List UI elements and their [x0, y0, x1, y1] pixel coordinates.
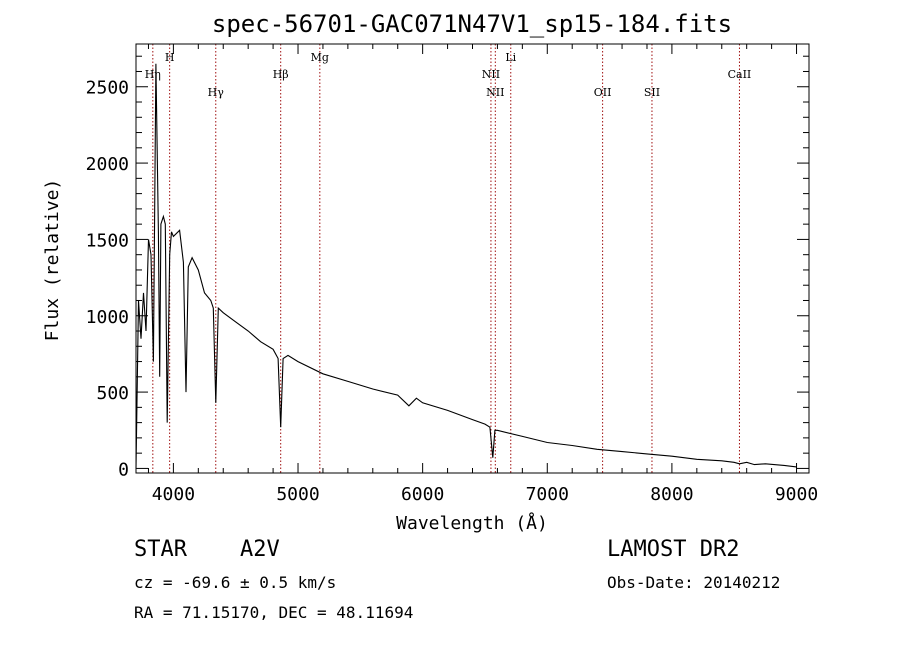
- y-axis: 0 500 1000 1500 2000 2500: [86, 55, 809, 480]
- line-marker-label: NII: [482, 68, 500, 81]
- line-marker-label: Hγ: [208, 86, 225, 99]
- line-marker-label: NII: [486, 86, 504, 99]
- line-marker-label: H: [165, 51, 175, 64]
- line-marker-label: SII: [644, 86, 660, 99]
- y-tick-label: 2000: [86, 154, 129, 175]
- x-axis: 4000 5000 6000 7000 8000 9000: [147, 44, 818, 505]
- y-tick-label: 1000: [86, 307, 129, 328]
- y-axis-label: Flux (relative): [42, 179, 63, 342]
- spectral-line-markers: Hη H Hγ Hβ Mg NII NII Li OII SII CaII: [145, 44, 752, 473]
- x-tick-label: 8000: [650, 484, 693, 505]
- survey-release: LAMOST DR2: [607, 537, 740, 562]
- spectrum-line: [135, 63, 797, 469]
- sky-coordinates: RA = 71.15170, DEC = 48.11694: [134, 603, 414, 622]
- line-marker-label: Hη: [145, 68, 161, 81]
- line-marker-label: Hβ: [273, 68, 289, 81]
- x-tick-label: 5000: [276, 484, 319, 505]
- chart-title: spec-56701-GAC071N47V1_sp15-184.fits: [212, 10, 732, 38]
- line-marker-label: Li: [505, 51, 516, 64]
- spectral-subclass: A2V: [240, 537, 280, 562]
- y-tick-label: 500: [96, 383, 129, 404]
- spectrum-chart: spec-56701-GAC071N47V1_sp15-184.fits HηH…: [42, 10, 818, 534]
- line-marker-label: CaII: [728, 68, 752, 81]
- y-tick-label: 2500: [86, 78, 129, 99]
- redshift-velocity: cz = -69.6 ± 0.5 km/s: [134, 573, 337, 592]
- y-tick-label: 0: [118, 459, 129, 480]
- line-marker-label: Mg: [311, 51, 329, 64]
- line-marker-label: OII: [594, 86, 612, 99]
- x-tick-label: 6000: [401, 484, 444, 505]
- x-tick-label: 9000: [775, 484, 818, 505]
- x-tick-label: 4000: [152, 484, 195, 505]
- object-class: STAR: [134, 537, 187, 562]
- x-tick-label: 7000: [526, 484, 569, 505]
- plot-frame: [135, 43, 810, 474]
- y-tick-label: 1500: [86, 230, 129, 251]
- observation-date: Obs-Date: 20140212: [607, 573, 781, 592]
- x-axis-label: Wavelength (Å): [396, 512, 548, 534]
